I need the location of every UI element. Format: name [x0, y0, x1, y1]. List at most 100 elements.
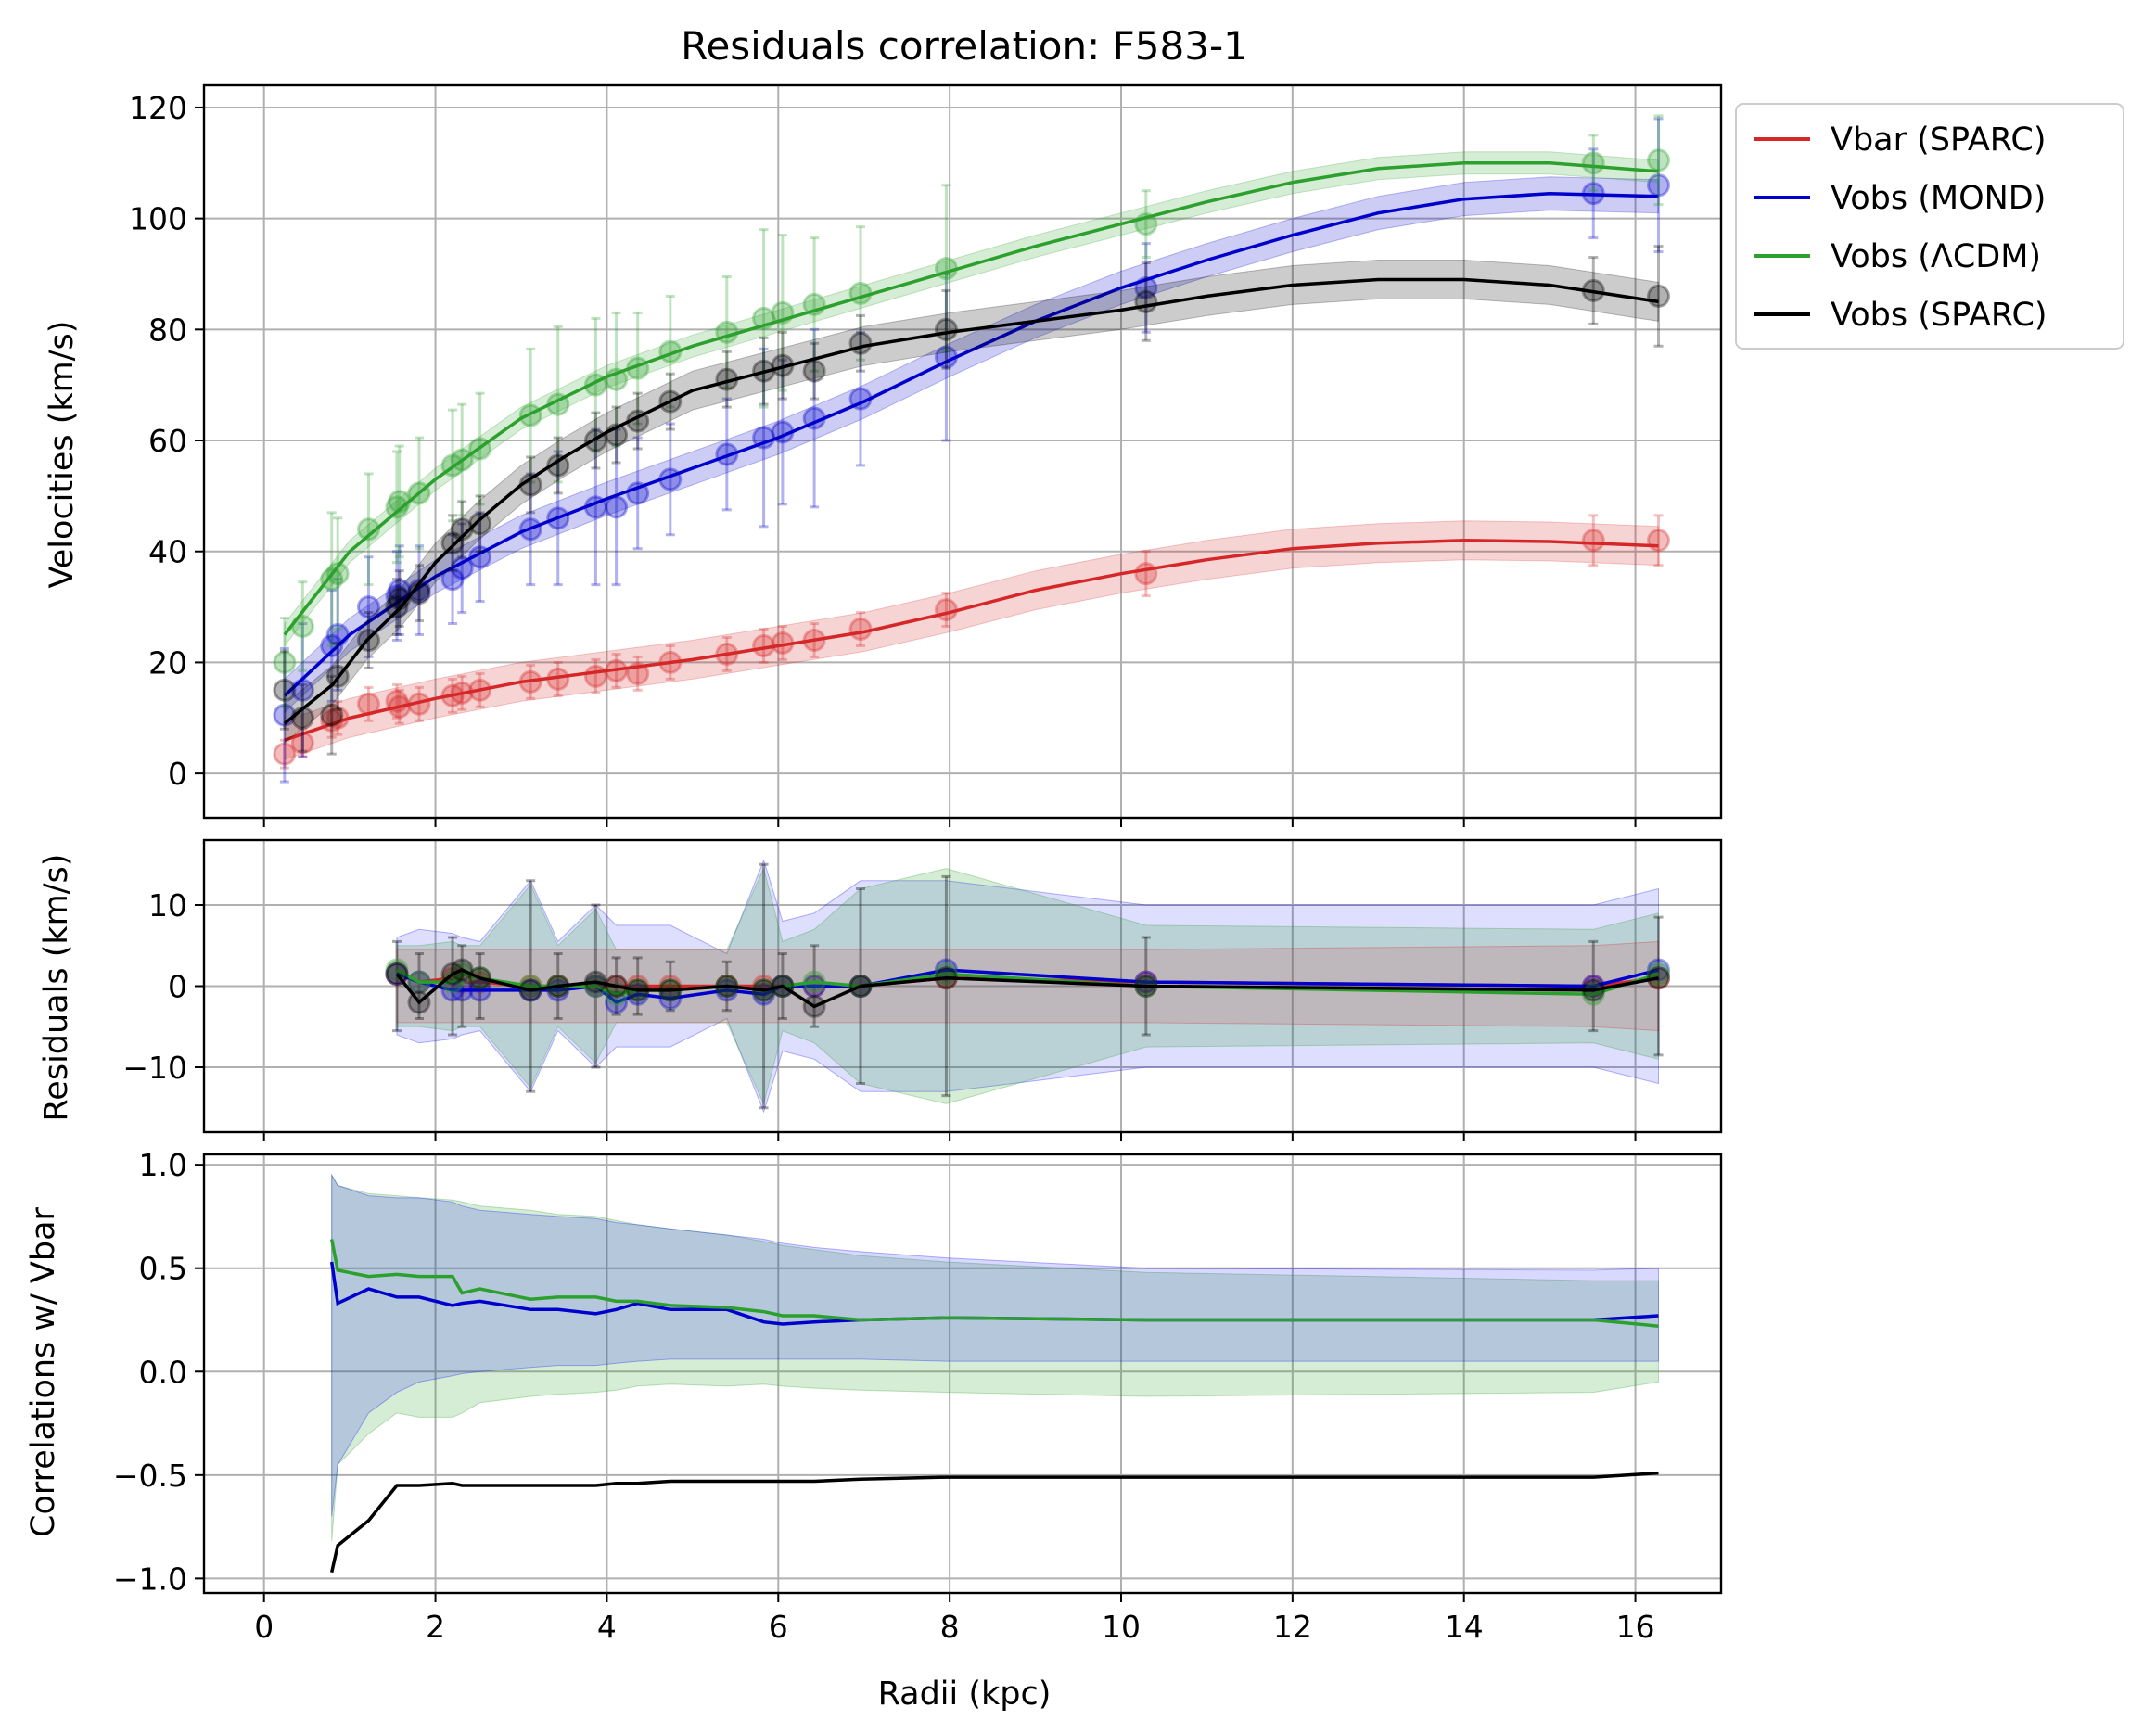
- plot-frame: [202, 1153, 1723, 1595]
- xtick-label: 4: [597, 1609, 617, 1645]
- error-bars: [391, 862, 1664, 1110]
- data-point: [1134, 562, 1158, 586]
- series-line: [396, 968, 1659, 1004]
- band-mond: [396, 859, 1659, 1114]
- series-vbar-sparc: [273, 514, 1671, 770]
- legend-label: Vbar (SPARC): [1831, 121, 2046, 159]
- data-point: [450, 517, 474, 542]
- legend: Vbar (SPARC) Vobs (MOND) Vobs (ΛCDM) Vobs (…: [1735, 103, 2124, 350]
- data-point: [273, 742, 297, 766]
- data-point: [934, 598, 958, 622]
- legend-item-vbar-sparc: Vbar (SPARC): [1754, 121, 2046, 159]
- band-lcdm: [331, 1173, 1659, 1542]
- legend-item-vobs-mond: Vobs (MOND): [1754, 180, 2046, 217]
- chart-title: Residuals correlation: F583-1: [681, 23, 1248, 69]
- data-point: [273, 678, 297, 702]
- ytick-label: 40: [148, 534, 187, 570]
- ytick-label: 0.0: [139, 1354, 187, 1390]
- xtick-label: 10: [1102, 1609, 1141, 1645]
- ylabel-correlations: Correlations w/ Vbar: [25, 1206, 62, 1537]
- plot-area: [329, 1173, 1659, 1574]
- data-point: [1647, 529, 1671, 553]
- ytick-label: 60: [148, 423, 187, 459]
- xtick-label: 14: [1445, 1609, 1484, 1645]
- panel-velocities: Residuals correlation: F583-1 0 20 40 60 80 1…: [44, 23, 1723, 827]
- data-point: [356, 595, 380, 619]
- data-point: [385, 595, 409, 619]
- gridlines: [204, 1154, 1721, 1593]
- series-vobs-mond: [273, 117, 1671, 784]
- data-point: [385, 495, 409, 519]
- xtick-label: 6: [769, 1609, 788, 1645]
- series-line: [395, 968, 1659, 1009]
- xtick-label: 8: [940, 1609, 960, 1645]
- ytick-label: −10: [122, 1050, 187, 1086]
- data-point: [320, 567, 344, 592]
- data-point: [273, 650, 297, 674]
- panel-correlations: 1.0 0.5 0.0 −0.5 −1.0 0 2 4 6 8 10 12 14 16 Correlati…: [25, 1147, 1723, 1713]
- uncertainty-band: [284, 176, 1659, 714]
- series-line: [284, 539, 1659, 742]
- series-line-vobs-sparc: [329, 1471, 1659, 1574]
- legend-label: Vobs (ΛCDM): [1831, 238, 2041, 275]
- legend-label: Vobs (SPARC): [1831, 297, 2048, 334]
- plot-area: [273, 114, 1671, 784]
- series-vobs-sparc: [385, 958, 1671, 1018]
- plot-frame: [202, 838, 1723, 1134]
- uncertainty-band: [284, 151, 1659, 647]
- ytick-label: 1.0: [139, 1147, 187, 1183]
- band-mond: [331, 1173, 1659, 1517]
- legend-box: [1735, 103, 2124, 350]
- data-point: [320, 703, 344, 727]
- uncertainty-band: [284, 520, 1659, 760]
- plot-frame: [202, 83, 1723, 820]
- ytick-label: 20: [148, 644, 187, 681]
- series-line: [283, 277, 1659, 725]
- legend-item-vobs-sparc: Vobs (SPARC): [1754, 297, 2048, 334]
- data-point: [1647, 966, 1671, 990]
- data-point: [325, 562, 350, 586]
- data-point: [1647, 284, 1671, 308]
- ytick-label: 120: [129, 90, 187, 126]
- data-point: [320, 633, 344, 657]
- plot-area: [385, 859, 1671, 1114]
- data-point: [440, 531, 465, 555]
- data-point: [583, 664, 607, 688]
- data-point: [848, 618, 873, 642]
- legend-item-vobs-cdm: Vobs (ΛCDM): [1754, 238, 2041, 275]
- data-point: [468, 512, 492, 536]
- xtick-label: 12: [1273, 1609, 1312, 1645]
- series-line: [283, 191, 1659, 697]
- data-point: [934, 317, 958, 341]
- data-point: [802, 359, 826, 383]
- ytick-label: −0.5: [113, 1458, 187, 1494]
- xtick-label: 2: [426, 1609, 445, 1645]
- ytick-label: −1.0: [113, 1561, 187, 1597]
- data-point: [605, 495, 629, 519]
- uncertainty-band: [284, 260, 1659, 745]
- data-point: [1581, 151, 1605, 175]
- data-point: [1134, 289, 1158, 313]
- ytick-label: 80: [148, 312, 187, 348]
- ylabel-residuals: Residuals (km/s): [38, 854, 75, 1122]
- band-vbar: [396, 940, 1659, 1032]
- data-point: [1581, 529, 1605, 553]
- xtick-label: 0: [254, 1609, 274, 1645]
- band-lcdm: [396, 867, 1659, 1105]
- legend-label: Vobs (MOND): [1831, 180, 2046, 217]
- series-line-vobs-cdm: [329, 1239, 1659, 1328]
- panel-residuals: 10 0 −10 Residuals (km/s): [38, 838, 1723, 1141]
- data-point: [385, 958, 409, 982]
- xlabel-radii: Radii (kpc): [878, 1676, 1052, 1713]
- data-point: [1647, 148, 1671, 172]
- series-vobs-sparc: [273, 245, 1671, 756]
- ytick-label: 0.5: [139, 1251, 187, 1287]
- series-line: [283, 161, 1659, 636]
- data-point: [1647, 173, 1671, 198]
- ylabel-velocities: Velocities (km/s): [44, 321, 81, 589]
- xtick-label: 16: [1616, 1609, 1655, 1645]
- data-point: [546, 453, 570, 478]
- ytick-label: 0: [168, 756, 187, 792]
- data-point: [356, 517, 380, 542]
